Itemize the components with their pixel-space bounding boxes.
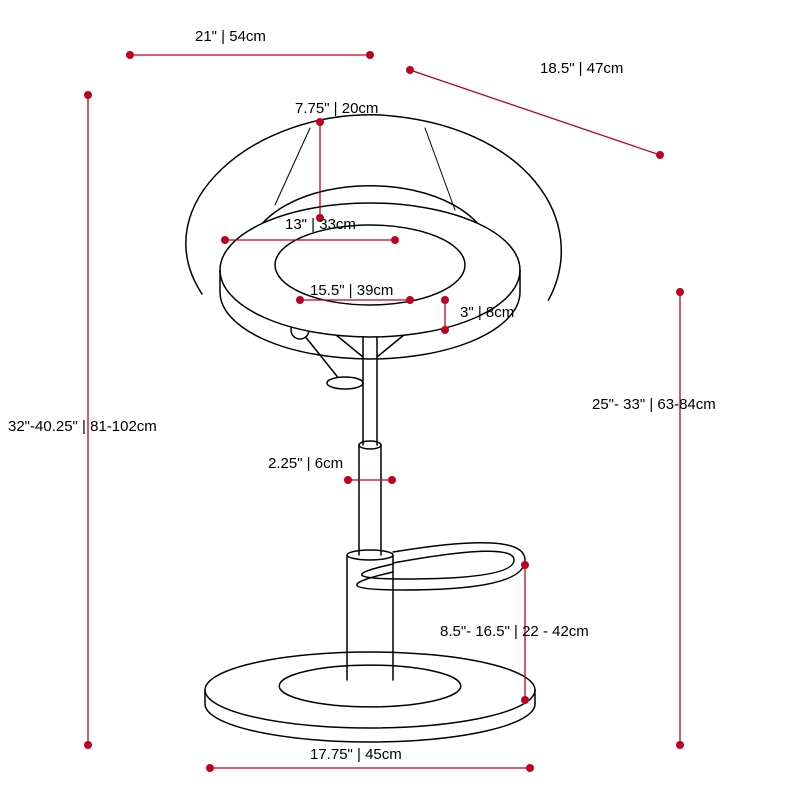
dim-seat-opening: 15.5" | 39cm — [310, 282, 393, 299]
dim-overall-h: 32"-40.25" | 81-102cm — [8, 418, 157, 435]
dim-footrest-h: 8.5"- 16.5" | 22 - 42cm — [440, 623, 589, 640]
dim-base-dia: 17.75" | 45cm — [310, 746, 402, 763]
dim-cushion-thk: 3" | 8cm — [460, 304, 514, 321]
dim-top-width: 21" | 54cm — [195, 28, 266, 45]
dimension-diagram: 21" | 54cm 18.5" | 47cm 7.75" | 20cm 13"… — [0, 0, 800, 800]
dim-seat-h: 25"- 33" | 63-84cm — [592, 396, 716, 413]
dim-seat-inner: 13" | 33cm — [285, 216, 356, 233]
dim-seat-depth: 18.5" | 47cm — [540, 60, 623, 77]
dim-column-dia: 2.25" | 6cm — [268, 455, 343, 472]
dim-back-height: 7.75" | 20cm — [295, 100, 378, 117]
